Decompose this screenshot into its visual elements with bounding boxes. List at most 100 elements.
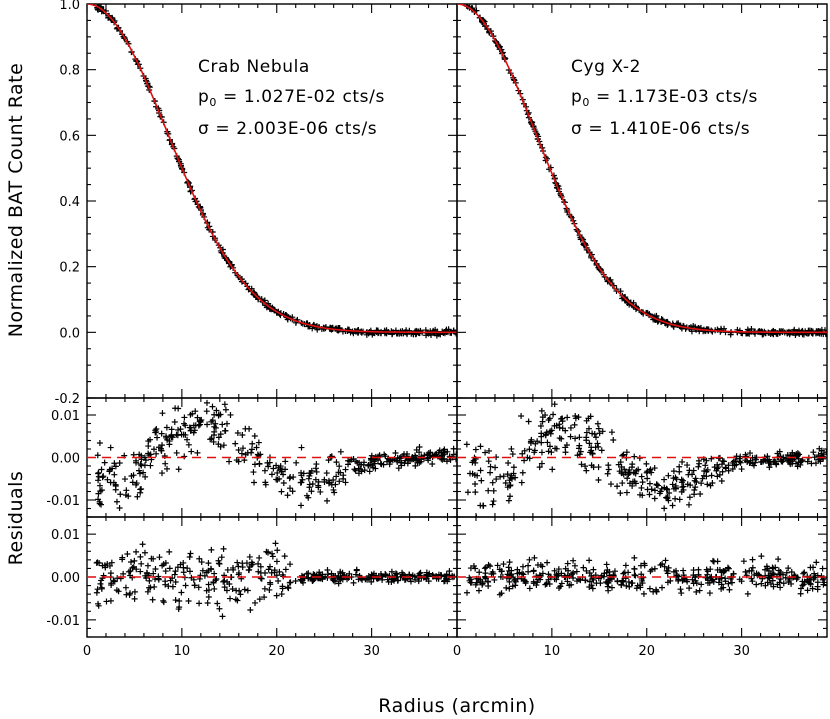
data-point (632, 470, 639, 477)
data-point (661, 484, 668, 491)
data-point (534, 579, 541, 586)
data-point (673, 573, 680, 580)
data-point (817, 458, 824, 465)
data-point (195, 584, 202, 591)
data-point (487, 463, 494, 470)
data-point (692, 484, 699, 491)
data-point (801, 569, 808, 576)
data-point (205, 593, 212, 600)
data-point (482, 564, 489, 571)
data-point (799, 582, 806, 589)
data-point (493, 476, 500, 483)
data-point (205, 567, 212, 574)
data-point (605, 462, 612, 469)
data-point (604, 470, 611, 477)
data-point (596, 430, 603, 437)
data-point (133, 459, 140, 466)
data-point (766, 330, 773, 337)
data-point (628, 464, 635, 471)
data-point (720, 584, 727, 591)
data-point (191, 582, 198, 589)
data-point (490, 498, 497, 505)
data-point (633, 585, 640, 592)
data-point (664, 486, 671, 493)
data-point (137, 486, 144, 493)
data-point (440, 448, 447, 455)
data-point (213, 407, 220, 414)
data-point (178, 589, 185, 596)
data-point (583, 434, 590, 441)
data-point (253, 444, 260, 451)
data-point (698, 581, 705, 588)
data-point (219, 421, 226, 428)
data-point (364, 576, 371, 583)
data-point (110, 479, 117, 486)
data-point (686, 467, 693, 474)
data-point (594, 440, 601, 447)
data-point (544, 559, 551, 566)
data-point (328, 481, 335, 488)
data-point (386, 458, 393, 465)
data-point (481, 565, 488, 572)
data-point (328, 453, 335, 460)
data-point (310, 577, 317, 584)
data-point (407, 578, 414, 585)
data-point (377, 460, 384, 467)
data-point (704, 568, 711, 575)
data-point (160, 597, 167, 604)
data-point (280, 480, 287, 487)
data-point (363, 331, 370, 338)
data-point (257, 563, 264, 570)
data-point (412, 462, 419, 469)
data-point (749, 556, 756, 563)
data-point (475, 514, 478, 517)
data-point (482, 449, 489, 456)
data-point (507, 474, 514, 481)
data-point (507, 482, 514, 489)
data-point (324, 566, 331, 573)
data-point (106, 468, 113, 475)
data-point (788, 569, 795, 576)
data-point (101, 459, 108, 466)
data-point (574, 578, 581, 585)
data-point (486, 447, 493, 454)
data-point (242, 425, 249, 432)
data-point (621, 569, 628, 576)
data-point (798, 458, 805, 465)
data-point (675, 576, 682, 583)
data-point (742, 568, 749, 575)
data-point (129, 479, 136, 486)
data-point (538, 407, 545, 414)
data-point (367, 327, 374, 334)
data-point (617, 459, 624, 466)
data-point (472, 489, 479, 496)
data-point (382, 572, 389, 579)
data-point (576, 451, 583, 458)
data-point (570, 569, 577, 576)
data-point (646, 480, 653, 487)
data-point (807, 581, 814, 588)
data-point (703, 473, 710, 480)
data-point (651, 495, 658, 502)
data-point (599, 428, 606, 435)
data-point (131, 588, 138, 595)
data-point (175, 606, 182, 613)
data-point (611, 568, 618, 575)
data-point (747, 450, 754, 457)
data-point (268, 471, 275, 478)
data-point (631, 554, 638, 561)
data-point (205, 560, 212, 567)
data-point (425, 449, 432, 456)
data-point (498, 590, 505, 597)
data-point (811, 570, 818, 577)
data-point (537, 422, 544, 429)
data-point (312, 476, 319, 483)
data-point (646, 491, 653, 498)
data-point (738, 466, 745, 473)
data-point (388, 568, 395, 575)
data-point (379, 576, 386, 583)
data-point (98, 487, 105, 494)
data-point (629, 482, 636, 489)
data-point (684, 578, 691, 585)
data-point (136, 451, 143, 458)
